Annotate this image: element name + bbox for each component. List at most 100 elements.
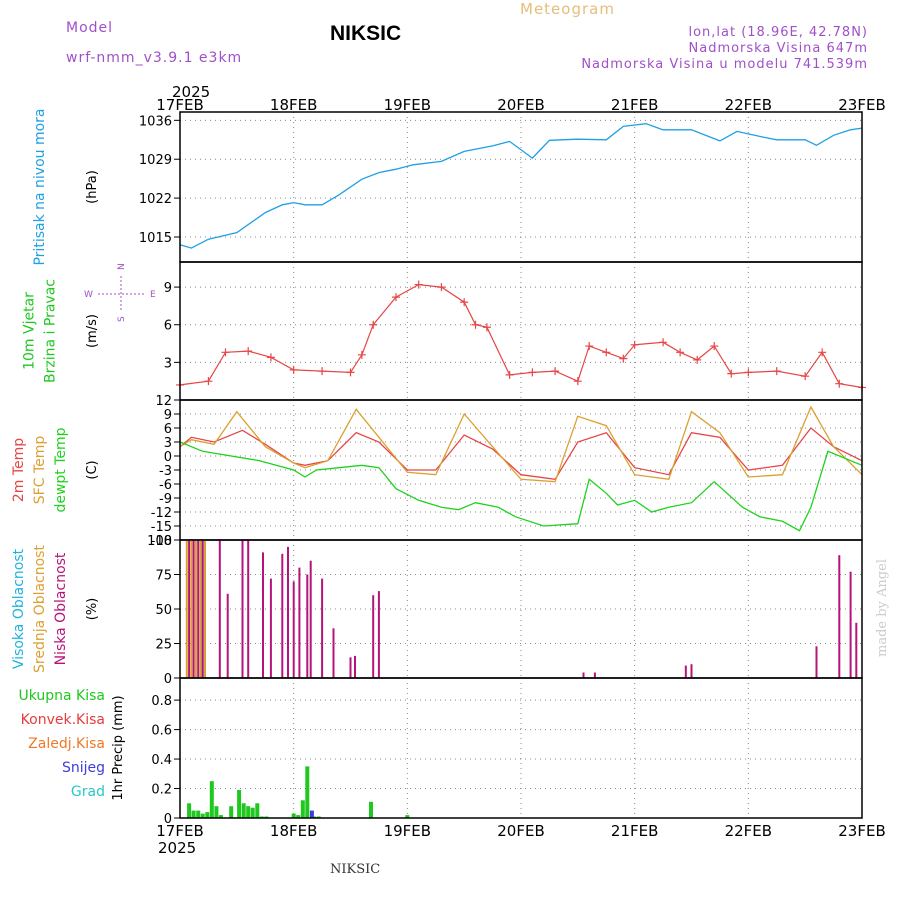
temp-ytick-label-1: -15: [151, 520, 172, 535]
precip-panel: 0 0.2 0.4 0.6 0.8 1hr Precip (mm) Ukupna Kisa K…: [18, 677, 863, 827]
station-title: NIKSIC: [330, 22, 402, 45]
temp-ytick-label-9: 9: [164, 408, 172, 423]
temp-ytick-label-3: -9: [159, 492, 172, 507]
wind-point-17: [528, 368, 537, 377]
precip-bar-1-0: [309, 810, 314, 818]
cloud-bar-2-7: [247, 540, 250, 678]
pressure-series-0-line: [179, 123, 863, 249]
cloud-bar-2-22: [582, 672, 585, 678]
top-tick-label-6: 23FEB: [838, 96, 885, 114]
compass-e: E: [150, 290, 156, 300]
cloud-label-0: Visoka Oblacnost: [11, 548, 27, 669]
cloud-bar-2-2: [197, 540, 200, 678]
cloud-bar-1-0: [185, 540, 188, 678]
cloud-bar-2-14: [306, 574, 309, 678]
bottom-tick-label-2: 19FEB: [384, 822, 431, 840]
compass-w: W: [84, 290, 93, 300]
cloud-bar-1-2: [194, 540, 197, 678]
compass-s: S: [117, 316, 127, 322]
top-tick-label-0: 17FEB: [156, 96, 203, 114]
cloud-unit-label: (%): [85, 598, 100, 621]
cloud-ytick-label-2: 50: [155, 603, 172, 618]
precip-bar-0-13: [255, 803, 260, 818]
top-tick-label-2: 19FEB: [384, 96, 431, 114]
cloud-bar-2-21: [377, 591, 380, 678]
wind-point-23: [630, 340, 639, 349]
precip-frame: [179, 677, 863, 819]
model-label: Model: [66, 20, 114, 36]
cloud-label-1: Srednja Oblacnost: [32, 545, 48, 673]
wind-point-32: [818, 348, 827, 357]
precip-ytick-label-4: 0.8: [151, 694, 172, 709]
cloud-bar-2-27: [838, 555, 841, 678]
pressure-panel: 1015 1022 1029 1036 (hPa) Pritisak na nivou m…: [32, 108, 863, 266]
cloud-ytick-label-3: 75: [155, 569, 172, 584]
wind-point-8: [357, 350, 366, 359]
wind-point-30: [772, 367, 781, 376]
credit-label: made by Angel: [875, 559, 890, 657]
cloud-bar-2-5: [226, 593, 229, 678]
temp-ytick-label-6: 0: [164, 450, 172, 465]
precip-bar-0-3: [200, 813, 205, 818]
wind-point-16: [505, 370, 514, 379]
temp-series-2-line: [179, 441, 863, 532]
temp-series-1-line: [179, 405, 863, 483]
cloud-bar-1-1: [190, 540, 193, 678]
precip-bar-0-12: [250, 807, 255, 818]
wind-point-28: [727, 369, 736, 378]
wind-ytick-label-1: 6: [164, 319, 172, 334]
precip-ytick-label-3: 0.6: [151, 724, 172, 739]
wind-ytick-label-0: 3: [164, 356, 172, 371]
wind-label-0: 10m Vjetar: [22, 292, 38, 370]
temp-ytick-label-0: -18: [151, 534, 172, 549]
wind-point-1: [204, 377, 213, 386]
wind-point-6: [318, 367, 327, 376]
precip-bar-0-7: [218, 815, 223, 818]
temp-label-0: 2m Temp: [11, 438, 27, 502]
top-tick-label-5: 22FEB: [725, 96, 772, 114]
temp-ytick-label-10: 12: [155, 394, 172, 409]
precip-ytick-label-2: 0.4: [151, 753, 172, 768]
precip-bar-0-6: [214, 806, 219, 818]
precip-bar-0-4: [205, 812, 210, 818]
wind-compass: N W E S: [84, 263, 156, 322]
wind-label-1: Brzina i Pravac: [43, 279, 59, 383]
cloud-bar-2-25: [690, 664, 693, 678]
precip-bar-0-17: [296, 815, 301, 818]
precip-ytick-label-0: 0: [164, 812, 172, 827]
bottom-tick-label-5: 22FEB: [725, 822, 772, 840]
precip-bar-0-22: [369, 801, 373, 818]
cloud-ytick-label-1: 25: [155, 638, 172, 653]
wind-point-10: [391, 293, 400, 302]
wind-point-5: [289, 365, 298, 374]
precip-bar-0-19: [305, 766, 310, 818]
precip-bar-0-16: [291, 813, 296, 818]
wind-point-24: [659, 338, 668, 347]
precip-bar-0-11: [246, 806, 251, 818]
precip-bar-0-18: [300, 800, 305, 818]
cloud-ytick-label-0: 0: [164, 672, 172, 687]
precip-legend-3: Snijeg: [62, 760, 105, 776]
bottom-tick-label-1: 18FEB: [270, 822, 317, 840]
precip-unit-label: 1hr Precip (mm): [111, 695, 126, 800]
cloud-panel: 0 25 50 75 100 (%) Visoka Oblacnost Srednja Obl…: [11, 534, 863, 687]
cloud-bar-2-19: [354, 655, 356, 678]
wind-point-25: [676, 348, 685, 357]
pressure-ytick-label-1: 1022: [139, 192, 172, 207]
cloud-bar-2-3: [201, 540, 204, 678]
wind-point-14: [471, 320, 480, 329]
pressure-ytick-label-3: 1036: [139, 114, 172, 129]
top-tick-label-3: 20FEB: [497, 96, 544, 114]
product-title: Meteogram: [520, 0, 615, 18]
wind-point-3: [244, 347, 253, 356]
pressure-unit-label: (hPa): [85, 170, 100, 204]
precip-bar-0-9: [237, 790, 242, 818]
temp-unit-label: (C): [85, 460, 100, 479]
cloud-bar-2-18: [349, 657, 352, 678]
cloud-bar-2-29: [855, 622, 858, 678]
coords-label: lon,lat (18.96E, 42.78N): [688, 25, 868, 40]
temp-label-1: SFC Temp: [32, 436, 48, 505]
pressure-ytick-label-0: 1015: [139, 231, 172, 246]
cloud-bar-2-26: [815, 646, 818, 678]
